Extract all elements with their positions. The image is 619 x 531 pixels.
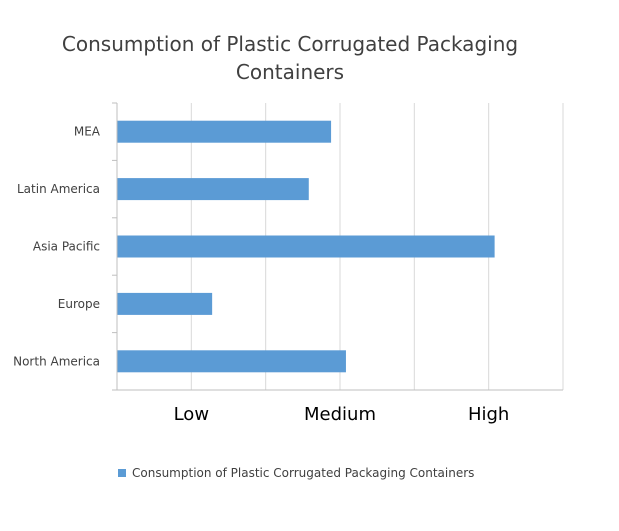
- category-label: North America: [13, 354, 100, 368]
- x-tick-label: Low: [174, 404, 209, 425]
- chart-title: Consumption of Plastic Corrugated Packag…: [40, 30, 540, 86]
- bar-north-america: [117, 350, 346, 373]
- x-tick-label: High: [468, 404, 509, 425]
- category-label: MEA: [74, 125, 101, 139]
- tick-labels: North America Europe Asia Pacific Latin Ame…: [13, 125, 509, 425]
- category-label: Asia Pacific: [33, 240, 100, 254]
- category-label: Europe: [58, 297, 100, 311]
- bar-latin-america: [117, 178, 309, 201]
- legend-swatch: [118, 469, 126, 477]
- legend: Consumption of Plastic Corrugated Packag…: [118, 463, 474, 483]
- axes: [112, 102, 563, 391]
- bar-mea: [117, 120, 332, 143]
- bar-europe: [117, 292, 213, 315]
- bar-asia-pacific: [117, 235, 495, 258]
- x-tick-label: Medium: [304, 404, 376, 425]
- legend-label: Consumption of Plastic Corrugated Packag…: [132, 466, 475, 480]
- chart-title-line-2: Containers: [235, 60, 345, 84]
- bars: [117, 120, 495, 373]
- category-label: Latin America: [17, 182, 100, 196]
- chart-title-line-1: Consumption of Plastic Corrugated Packag…: [61, 32, 519, 56]
